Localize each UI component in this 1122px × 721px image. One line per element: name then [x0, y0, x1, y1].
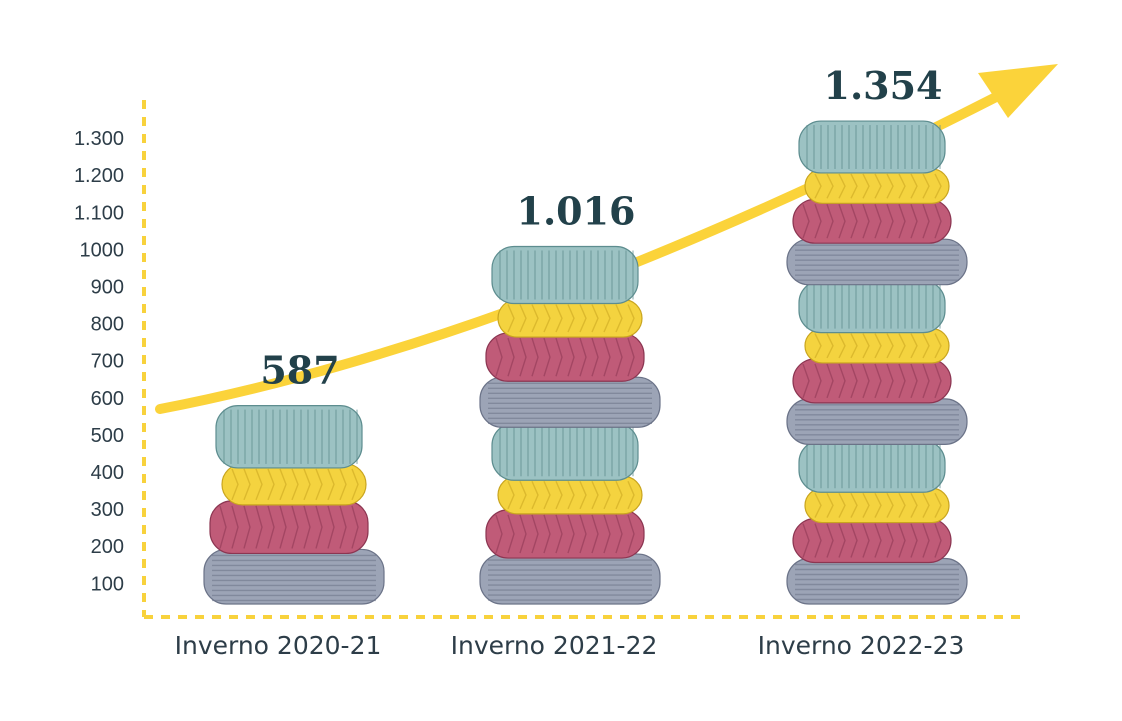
sweater-shape [804, 328, 950, 364]
knit-texture [814, 333, 942, 359]
knit-texture [795, 404, 959, 441]
knit-texture [802, 204, 942, 239]
bars [203, 120, 968, 605]
knit-texture [806, 444, 941, 489]
stacked-sweaters-icon [203, 405, 385, 605]
y-tick-label: 1.100 [74, 202, 124, 224]
knit-texture [814, 492, 942, 518]
stacked-sweaters-icon [786, 120, 968, 605]
sweater-shape [221, 463, 367, 506]
y-tick-label: 1000 [80, 239, 125, 261]
knit-texture [507, 304, 635, 333]
sweater-shape [786, 238, 968, 286]
y-tick-label: 1.200 [74, 165, 124, 187]
stacked-sweaters-icon [479, 245, 661, 605]
sweater-shape [792, 358, 952, 404]
sweater-shape [479, 553, 661, 605]
knit-texture [814, 173, 942, 199]
y-tick-label: 700 [91, 351, 124, 373]
y-tick-label: 300 [91, 499, 124, 521]
y-tick-label: 1.300 [74, 128, 124, 150]
sweater-shape [485, 509, 645, 559]
knit-texture [488, 559, 652, 601]
labels: 100 200 300 400 500 600 700 800 900 1000 1.100 1.20… [74, 63, 964, 660]
knit-texture [495, 337, 635, 377]
bar-value-label: 587 [260, 348, 339, 393]
x-category-label: Inverno 2022-23 [758, 631, 965, 660]
knit-texture [219, 505, 359, 549]
sweater-shape [792, 198, 952, 244]
sweater-shape [804, 168, 950, 204]
knit-texture [488, 382, 652, 424]
knit-texture [806, 284, 941, 329]
bar-sweater-stack [786, 120, 968, 605]
knit-texture [795, 563, 959, 601]
knit-texture [223, 409, 358, 464]
knit-texture [499, 250, 634, 300]
knit-texture [495, 514, 635, 554]
sweater-shape [804, 487, 950, 524]
knit-texture [802, 363, 942, 399]
knit-texture [806, 125, 941, 169]
knit-texture [212, 554, 376, 602]
y-tick-label: 400 [91, 462, 124, 484]
knit-texture [499, 427, 634, 477]
sweater-shape [792, 517, 952, 564]
x-category-label: Inverno 2021-22 [451, 631, 658, 660]
bar-sweater-stack [203, 405, 385, 605]
y-tick-label: 900 [91, 277, 124, 299]
knit-texture [802, 523, 942, 558]
sweater-shape [786, 557, 968, 605]
knit-texture [795, 244, 959, 281]
knit-texture [507, 480, 635, 510]
y-tick-label: 600 [91, 388, 124, 410]
y-tick-label: 100 [91, 573, 124, 595]
chart-axes [142, 100, 1022, 619]
y-tick-label: 500 [91, 425, 124, 447]
sweater-shape [485, 332, 645, 382]
sweater-shape [786, 398, 968, 445]
y-tick-label: 200 [91, 536, 124, 558]
bar-value-label: 1.354 [824, 63, 943, 108]
y-tick-label: 800 [91, 314, 124, 336]
x-category-label: Inverno 2020-21 [175, 631, 382, 660]
up-trend-arrow-icon [978, 64, 1058, 118]
bar-sweater-stack [479, 245, 661, 605]
bar-value-label: 1.016 [517, 188, 636, 233]
sweater-shape [209, 500, 369, 555]
knit-texture [231, 468, 359, 501]
sweater-shape [479, 376, 661, 428]
